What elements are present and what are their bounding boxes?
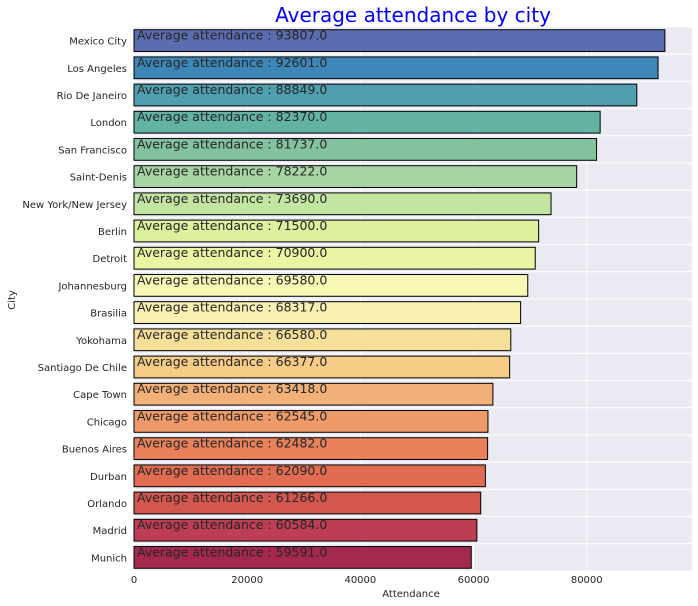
bar-data-label: Average attendance : 59591.0 [137,544,327,559]
y-tick-label: Orlando [87,499,127,510]
bar-data-label: Average attendance : 82370.0 [137,109,327,124]
bar [133,246,536,270]
y-tick-label: Yokohama [75,336,127,347]
x-axis-label: Attendance [382,589,439,600]
bar-data-label: Average attendance : 62545.0 [137,408,327,423]
bar-data-label: Average attendance : 78222.0 [137,164,327,179]
bar [133,83,638,107]
y-tick-label: Mexico City [69,37,127,48]
bar-data-label: Average attendance : 66580.0 [137,327,327,342]
y-tick-label: Madrid [93,526,127,537]
bar-data-label: Average attendance : 71500.0 [137,218,327,233]
bar [133,165,578,188]
bar [133,518,478,542]
bar [133,274,529,297]
bar [133,328,512,352]
bar-data-label: Average attendance : 63418.0 [137,381,327,396]
bar-data-label: Average attendance : 61266.0 [137,490,327,505]
y-tick-label: Buenos Aires [62,445,127,456]
y-tick-label: Santiago De Chile [38,363,127,374]
bar-data-label: Average attendance : 70900.0 [137,245,327,260]
bar-data-label: Average attendance : 66377.0 [137,354,327,369]
y-tick-label: Berlin [98,227,127,238]
bars: Average attendance : 93807.0 Average atte… [133,28,666,569]
bar-data-label: Average attendance : 81737.0 [137,136,327,151]
bar-data-label: Average attendance : 73690.0 [137,191,327,206]
y-tick-label: Brasilia [90,309,127,320]
bar [133,192,552,216]
y-tick-label: London [90,118,127,129]
bar [133,138,598,161]
bar-data-label: Average attendance : 60584.0 [137,517,327,532]
bar [133,410,489,433]
bar [133,437,489,460]
y-tick-label: Cape Town [73,390,127,401]
bar-data-label: Average attendance : 88849.0 [137,82,327,97]
bar-data-label: Average attendance : 68317.0 [137,300,327,315]
bar-data-label: Average attendance : 69580.0 [137,272,327,287]
bar-data-label: Average attendance : 62482.0 [137,436,327,451]
bar-data-label: Average attendance : 93807.0 [137,28,327,43]
y-tick-label: Johannesburg [57,281,127,292]
bar [133,110,601,134]
x-tick-label: 60000 [458,575,490,586]
bar [133,546,472,569]
y-tick-label: Durban [90,472,127,483]
y-tick-label: Los Angeles [67,64,127,75]
y-tick-label: Rio De Janeiro [57,91,127,102]
chart-title: Average attendance by city [275,3,551,27]
bar [133,491,482,515]
bar-data-label: Average attendance : 92601.0 [137,55,327,70]
bar [133,355,511,379]
bar [133,219,540,243]
bar [133,464,486,488]
y-tick-label: Detroit [93,254,128,265]
x-tick-label: 0 [131,575,137,586]
y-tick-labels: Mexico City Los Angeles Rio De Janeiro Lond… [22,37,127,565]
x-tick-label: 80000 [571,575,603,586]
y-tick-label: San Francisco [58,145,127,156]
bar [133,29,666,52]
y-axis-label: City [7,290,18,310]
x-tick-label: 20000 [231,575,263,586]
y-tick-label: Saint-Denis [70,173,127,184]
y-tick-label: New York/New Jersey [22,200,127,211]
y-tick-label: Chicago [87,417,127,428]
x-tick-label: 40000 [344,575,376,586]
bar [133,382,494,406]
bar [133,56,659,80]
bar [133,301,522,324]
y-tick-label: Munich [91,553,127,564]
x-tick-labels: 0 20000 40000 60000 80000 [131,575,603,586]
bar-data-label: Average attendance : 62090.0 [137,463,327,478]
